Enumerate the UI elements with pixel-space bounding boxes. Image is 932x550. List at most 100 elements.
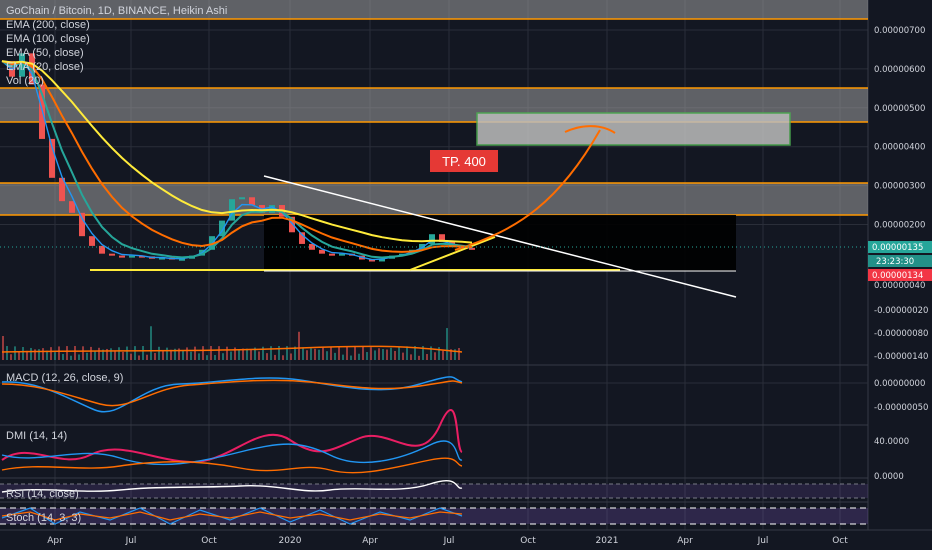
candle bbox=[289, 216, 295, 233]
price-tick-label: 0.00000500 bbox=[874, 104, 925, 114]
volume-bar bbox=[346, 346, 348, 360]
volume-bar bbox=[142, 346, 144, 360]
candle bbox=[219, 220, 225, 237]
candle bbox=[339, 253, 345, 256]
volume-bar bbox=[198, 353, 200, 360]
di-minus-line bbox=[1, 457, 463, 474]
volume-bar bbox=[38, 349, 40, 360]
volume-bar bbox=[402, 352, 404, 360]
volume-bar bbox=[114, 350, 116, 360]
volume-bar bbox=[218, 346, 220, 360]
countdown-tag: 23:23:30 bbox=[876, 257, 914, 267]
volume-bar bbox=[70, 355, 72, 360]
candle bbox=[99, 245, 105, 254]
price-tick-label: 0.00000600 bbox=[874, 65, 925, 75]
volume-bar bbox=[458, 348, 460, 360]
price-tick-label: 0.00000700 bbox=[874, 26, 925, 36]
volume-bar bbox=[182, 350, 184, 360]
legend-ema200[interactable]: EMA (200, close) bbox=[6, 19, 90, 31]
volume-bar bbox=[406, 346, 408, 360]
candle bbox=[249, 197, 255, 206]
volume-bar bbox=[414, 346, 416, 360]
candle bbox=[109, 253, 115, 256]
stoch-label[interactable]: Stoch (14, 3, 3) bbox=[6, 512, 82, 524]
candle bbox=[79, 212, 85, 237]
price-tick-label: -0.00000080 bbox=[874, 329, 928, 339]
volume-bar bbox=[326, 351, 328, 360]
rising-support-line bbox=[409, 236, 496, 271]
volume-bar bbox=[42, 348, 44, 360]
resistance-zone-low bbox=[0, 183, 868, 215]
candle bbox=[129, 255, 135, 258]
volume-bar bbox=[210, 346, 212, 360]
macd-tick-label: 0.00000000 bbox=[874, 379, 925, 389]
volume-bar bbox=[106, 348, 108, 360]
price-tick-label: 0.00000400 bbox=[874, 143, 925, 153]
candle bbox=[239, 197, 245, 200]
tp-label-bg bbox=[430, 150, 498, 172]
volume-bar bbox=[442, 350, 444, 360]
time-tick-label: Apr bbox=[677, 536, 693, 546]
volume-bar bbox=[226, 346, 228, 360]
volume-bar bbox=[2, 336, 4, 360]
time-tick-label: Jul bbox=[757, 536, 769, 546]
volume-bar bbox=[298, 331, 300, 360]
countdown-tag-bg bbox=[868, 255, 932, 267]
volume-bar bbox=[74, 346, 76, 360]
legend-vol[interactable]: Vol (20) bbox=[6, 75, 44, 87]
rsi-band bbox=[0, 484, 868, 498]
candle bbox=[119, 255, 125, 258]
volume-bar bbox=[418, 355, 420, 360]
price-tick-label: 0.00000200 bbox=[874, 221, 925, 231]
volume-bar bbox=[306, 350, 308, 360]
volume-bar bbox=[98, 347, 100, 360]
macd-label[interactable]: MACD (12, 26, close, 9) bbox=[6, 372, 124, 384]
legend-ema50[interactable]: EMA (50, close) bbox=[6, 47, 84, 59]
time-tick-label: 2021 bbox=[596, 536, 619, 546]
volume-bar bbox=[66, 346, 68, 360]
price-tick-label: -0.00000020 bbox=[874, 306, 928, 316]
volume-bar bbox=[446, 328, 448, 360]
last-price-tag: 0.00000135 bbox=[872, 243, 923, 253]
volume-bar bbox=[14, 346, 16, 360]
volume-bar bbox=[438, 347, 440, 360]
volume-bar bbox=[434, 352, 436, 360]
volume-bar bbox=[242, 348, 244, 360]
time-tick-label: Jul bbox=[443, 536, 455, 546]
volume-bar bbox=[234, 347, 236, 360]
volume-bar bbox=[386, 349, 388, 360]
legend-ema20[interactable]: EMA (20, close) bbox=[6, 61, 84, 73]
dmi-label[interactable]: DMI (14, 14) bbox=[6, 430, 68, 442]
stoch-band bbox=[0, 508, 868, 524]
volume-bar bbox=[374, 350, 376, 360]
candle bbox=[439, 234, 445, 243]
volume-bar bbox=[254, 347, 256, 360]
legend-ema100[interactable]: EMA (100, close) bbox=[6, 33, 90, 45]
volume-bar bbox=[34, 349, 36, 360]
volume-bar bbox=[266, 353, 268, 360]
volume-bar bbox=[10, 354, 12, 360]
volume-bar bbox=[334, 352, 336, 360]
candle bbox=[469, 247, 475, 250]
projection-arrow bbox=[564, 125, 616, 134]
volume-bar bbox=[26, 350, 28, 360]
candle bbox=[369, 259, 375, 262]
volume-bar bbox=[86, 352, 88, 360]
volume-bar bbox=[222, 353, 224, 360]
last-price2-tag: 0.00000134 bbox=[872, 271, 923, 281]
candle bbox=[69, 201, 75, 213]
candle bbox=[179, 258, 185, 261]
rsi-label[interactable]: RSI (14, close) bbox=[6, 488, 79, 500]
volume-bar bbox=[18, 352, 20, 360]
dmi-tick-label: 0.0000 bbox=[874, 472, 904, 482]
volume-bar bbox=[258, 351, 260, 360]
candle bbox=[299, 232, 305, 244]
volume-bar bbox=[166, 347, 168, 360]
volume-bar bbox=[378, 348, 380, 360]
volume-bar bbox=[146, 354, 148, 360]
candle bbox=[19, 53, 25, 77]
volume-bar bbox=[138, 355, 140, 360]
volume-bar bbox=[82, 346, 84, 360]
volume-bar bbox=[302, 347, 304, 360]
